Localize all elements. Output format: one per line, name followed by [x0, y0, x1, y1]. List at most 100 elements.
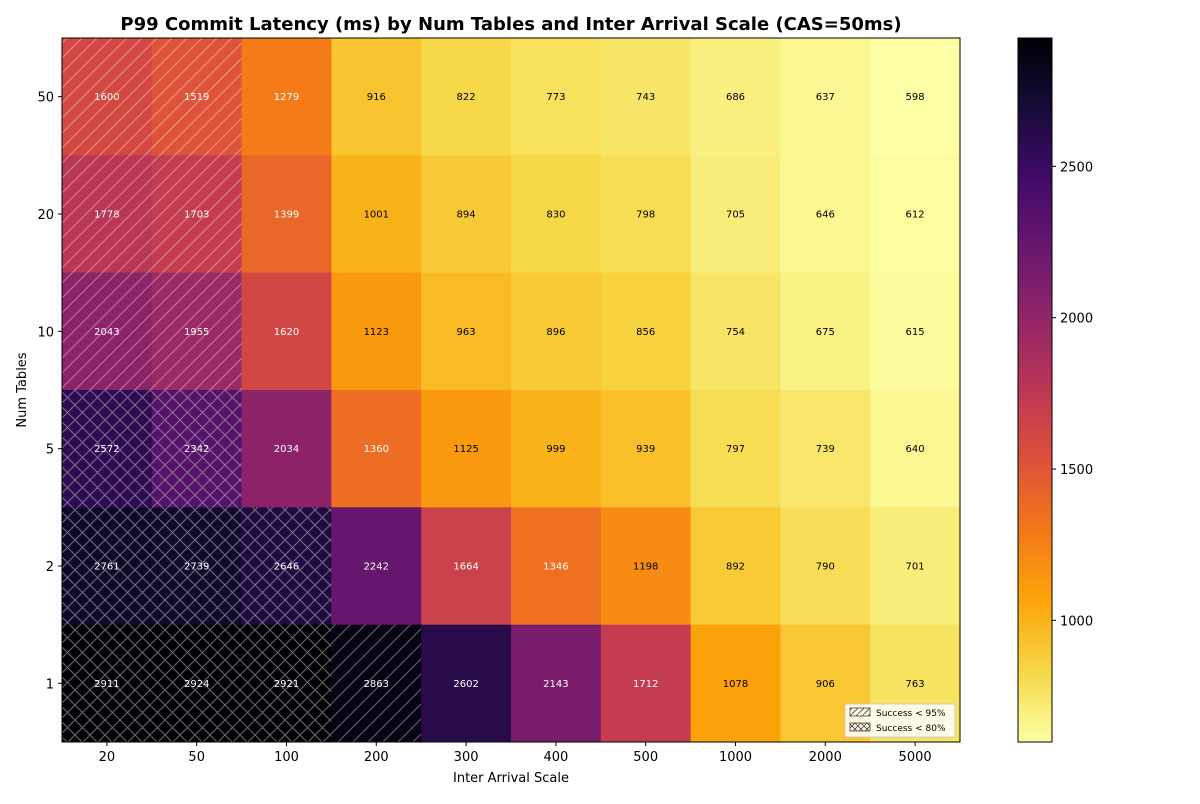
- cell-value-label: 675: [816, 327, 835, 338]
- heatmap-cell-r0-c2: [241, 38, 332, 156]
- legend: Success < 95% Success < 80%: [844, 703, 956, 738]
- y-axis-ticks: 50 20 10 5 2 1: [37, 91, 62, 692]
- heatmap-cell-r4-c3: [331, 507, 422, 626]
- cell-value-label: 637: [816, 92, 835, 103]
- heatmap-cell-r3-c5: [511, 390, 602, 508]
- cell-value-label: 896: [546, 327, 565, 338]
- cell-value-label: 856: [636, 327, 655, 338]
- x-tick-label: 1000: [719, 750, 752, 765]
- colorbar-tick-label: 2500: [1060, 160, 1093, 175]
- heatmap-cell-r1-c4: [421, 155, 512, 274]
- heatmap-cell-r0-c7: [690, 38, 781, 156]
- heatmap-cell-r1-c9: [870, 155, 961, 274]
- cell-value-label: 1125: [453, 444, 478, 455]
- colorbar-ticks: 1000 1500 2000 2500: [1052, 160, 1093, 629]
- hatch-overlay-r5-c0: [62, 624, 152, 742]
- legend-label-single: Success < 95%: [876, 709, 946, 719]
- cell-value-label: 2572: [94, 444, 119, 455]
- heatmap-cell-r2-c5: [511, 272, 602, 391]
- hatch-overlay-r5-c1: [151, 624, 242, 742]
- hatch-overlay-r3-c1: [151, 390, 242, 508]
- y-tick-label: 10: [37, 325, 54, 340]
- heatmap-cell-r2-c8: [780, 272, 871, 391]
- hatch-overlay-r5-c2: [241, 624, 332, 742]
- chart-title: P99 Commit Latency (ms) by Num Tables an…: [120, 14, 901, 35]
- y-tick-label: 2: [46, 560, 54, 575]
- hatch-overlay-r4-c0: [62, 507, 152, 625]
- hatch-overlay-r2-c0: [62, 272, 152, 390]
- y-axis-label: Num Tables: [15, 352, 30, 427]
- heatmap-cell-r1-c3: [331, 155, 422, 274]
- hatch-overlay-r4-c2: [241, 507, 332, 625]
- colorbar: [1017, 37, 1053, 743]
- cell-value-label: 754: [726, 327, 745, 338]
- legend-label-cross: Success < 80%: [876, 724, 946, 734]
- cell-value-label: 2043: [94, 327, 119, 338]
- cell-value-label: 2761: [94, 562, 119, 573]
- x-tick-label: 300: [454, 750, 479, 765]
- heatmap-cell-r5-c7: [690, 624, 781, 743]
- x-tick-label: 50: [188, 750, 205, 765]
- cell-value-label: 906: [816, 679, 835, 690]
- heatmap-cell-r3-c3: [331, 390, 422, 508]
- heatmap-cell-r0-c8: [780, 38, 871, 156]
- cell-value-label: 2921: [274, 679, 299, 690]
- heatmap-cell-r4-c8: [780, 507, 871, 626]
- heatmap-cell-r2-c7: [690, 272, 781, 391]
- y-tick-label: 20: [37, 208, 54, 223]
- x-tick-label: 100: [274, 750, 299, 765]
- legend-swatch-single: [849, 707, 871, 717]
- heatmap-cell-r5-c5: [511, 624, 602, 743]
- cell-value-label: 797: [726, 444, 745, 455]
- x-tick-label: 500: [633, 750, 658, 765]
- cell-value-label: 640: [906, 444, 925, 455]
- cell-value-label: 963: [457, 327, 476, 338]
- cell-value-label: 646: [816, 210, 835, 221]
- plot-frame: [61, 37, 961, 743]
- heatmap-cell-r3-c9: [870, 390, 961, 508]
- heatmap-cell-r2-c2: [241, 272, 332, 391]
- heatmap-cell-r2-c6: [600, 272, 692, 391]
- cell-value-label: 1360: [364, 444, 389, 455]
- cell-value-label: 1712: [633, 679, 658, 690]
- cell-value-label: 822: [457, 92, 476, 103]
- cell-value-label: 2924: [184, 679, 209, 690]
- cell-value-label: 2739: [184, 562, 209, 573]
- cell-value-label: 773: [546, 92, 565, 103]
- cell-value-label: 705: [726, 210, 745, 221]
- cell-value-label: 2863: [364, 679, 389, 690]
- heatmap-cell-r1-c8: [780, 155, 871, 274]
- cell-value-label: 999: [546, 444, 565, 455]
- heatmap-cell-r0-c9: [870, 38, 961, 156]
- heatmap-cell-r2-c3: [331, 272, 422, 391]
- cell-value-label: 892: [726, 562, 745, 573]
- x-tick-label: 20: [99, 750, 116, 765]
- x-axis-ticks: 20 50 100 200 300 400 500 1000 2000 5000: [99, 742, 932, 765]
- heatmap-cell-r5-c4: [421, 624, 512, 743]
- cell-value-label: 743: [636, 92, 655, 103]
- heatmap-cell-r3-c6: [600, 390, 692, 508]
- hatch-overlay-r4-c1: [151, 507, 242, 625]
- heatmap-cell-r4-c7: [690, 507, 781, 626]
- cell-value-label: 2646: [274, 562, 299, 573]
- colorbar-tick-label: 1500: [1060, 463, 1093, 478]
- cell-value-label: 1664: [453, 562, 478, 573]
- cell-value-label: 615: [906, 327, 925, 338]
- heatmap-cell-r1-c7: [690, 155, 781, 274]
- x-tick-label: 5000: [899, 750, 932, 765]
- hatch-overlay-r1-c1: [151, 155, 242, 273]
- heatmap-cell-r4-c9: [870, 507, 961, 626]
- cell-value-label: 1519: [184, 92, 209, 103]
- hatch-overlay-r0-c1: [151, 38, 242, 156]
- cell-value-label: 1703: [184, 210, 209, 221]
- cell-value-label: 798: [636, 210, 655, 221]
- heatmap-cell-r4-c5: [511, 507, 602, 626]
- cell-value-label: 1600: [94, 92, 119, 103]
- cell-value-label: 916: [367, 92, 386, 103]
- cell-value-label: 598: [906, 92, 925, 103]
- heatmap-cell-r3-c8: [780, 390, 871, 508]
- cell-value-label: 1399: [274, 210, 299, 221]
- heatmap-cell-r5-c6: [600, 624, 692, 743]
- colorbar-tick-label: 2000: [1060, 312, 1093, 327]
